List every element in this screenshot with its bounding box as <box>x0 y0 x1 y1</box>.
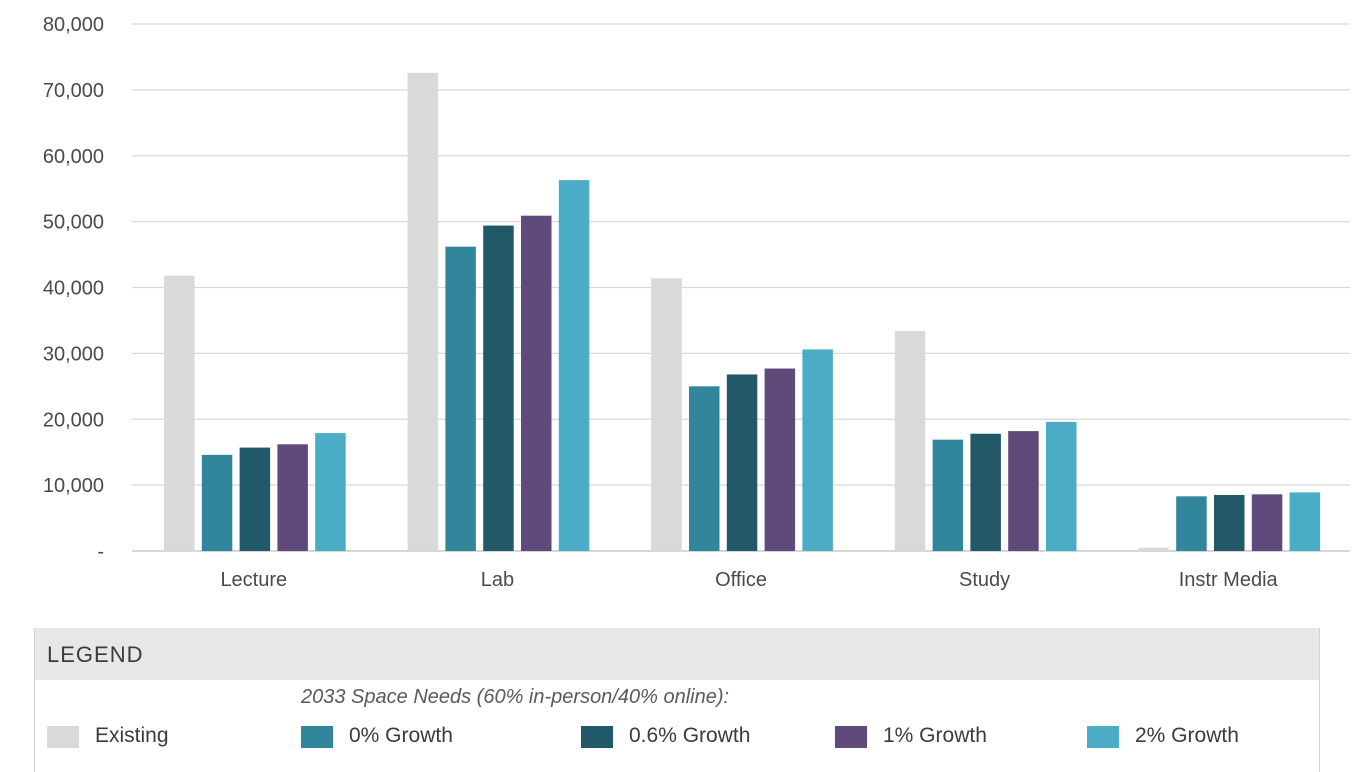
bar <box>932 439 964 551</box>
bar <box>1214 495 1245 551</box>
bar <box>651 278 682 551</box>
legend-swatch-0-growth <box>301 726 333 748</box>
x-tick-label: Instr Media <box>1179 569 1279 591</box>
legend-label-2-growth: 2% Growth <box>1135 724 1239 747</box>
legend-label-0-6-growth: 0.6% Growth <box>629 724 751 747</box>
x-tick-label: Study <box>959 569 1010 591</box>
legend-swatch-1-growth <box>835 726 867 748</box>
y-tick-label: 20,000 <box>43 409 104 431</box>
y-tick-label: 40,000 <box>43 278 104 300</box>
bar <box>558 180 590 551</box>
bar <box>726 374 758 551</box>
bar <box>315 433 346 551</box>
bar <box>802 349 833 551</box>
bar <box>689 386 720 551</box>
x-tick-label: Lab <box>481 569 514 591</box>
legend-label-1-growth: 1% Growth <box>883 724 987 747</box>
legend-swatch-0-6-growth <box>581 726 613 748</box>
bar <box>1046 421 1077 551</box>
y-tick-label: 70,000 <box>43 80 104 102</box>
y-tick-label: 80,000 <box>43 14 104 36</box>
bar <box>970 433 1001 551</box>
y-tick-label: - <box>97 541 104 563</box>
bar <box>407 72 439 551</box>
bar <box>201 454 233 551</box>
legend-label-existing: Existing <box>95 724 169 747</box>
bar <box>1138 547 1169 551</box>
legend-swatch-existing <box>47 726 79 748</box>
bar <box>1176 496 1207 551</box>
y-tick-label: 50,000 <box>43 212 104 234</box>
bar <box>894 330 926 551</box>
bar <box>764 368 796 551</box>
x-tick-label: Lecture <box>220 569 287 591</box>
x-tick-label: Office <box>715 569 767 591</box>
legend-title: LEGEND <box>47 642 144 667</box>
y-tick-label: 60,000 <box>43 146 104 168</box>
bar-chart: - 10,000 20,000 30,000 40,000 50,000 60,000 70,… <box>43 14 1350 591</box>
bar <box>1289 492 1321 551</box>
y-tick-label: 10,000 <box>43 475 104 497</box>
bar <box>1008 431 1039 551</box>
bar <box>1251 494 1283 551</box>
legend-label-0-growth: 0% Growth <box>349 724 453 747</box>
legend-header: LEGEND <box>35 628 1319 680</box>
y-tick-label: 30,000 <box>43 343 104 365</box>
bar <box>164 275 195 551</box>
bar <box>521 215 552 552</box>
bar <box>277 444 308 551</box>
bar <box>239 447 271 551</box>
legend: LEGEND 2033 Space Needs (60% in-person/4… <box>34 628 1320 772</box>
legend-swatch-2-growth <box>1087 726 1119 748</box>
legend-subtitle: 2033 Space Needs (60% in-person/40% onli… <box>301 686 730 708</box>
bar <box>483 225 514 551</box>
bar <box>445 246 476 551</box>
